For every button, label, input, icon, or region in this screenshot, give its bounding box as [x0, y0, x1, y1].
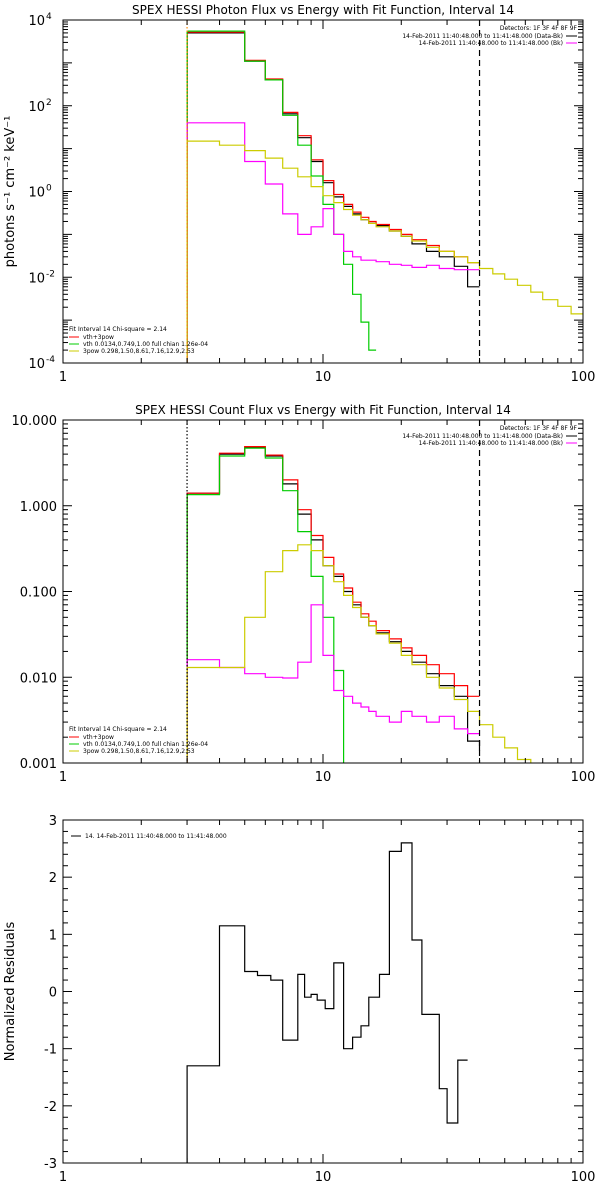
series-line-4 [186, 604, 480, 763]
detectors-label: Detectors: 1F 3F 4F 8F 9F [500, 25, 578, 32]
y-tick-label: -2 [44, 1100, 57, 1115]
series-line-2 [186, 446, 480, 763]
y-tick-label: -1 [44, 1043, 57, 1058]
series-group [186, 446, 532, 763]
y-tick-label: 10.000 [12, 414, 58, 429]
chart-title: SPEX HESSI Photon Flux vs Energy with Fi… [132, 3, 514, 17]
series-group [186, 842, 468, 1163]
series-line-4 [186, 122, 480, 363]
y-tick-label: 0.001 [20, 757, 57, 772]
y-tick-exponent: 0 [46, 184, 52, 194]
y-tick-label: 10 [28, 186, 45, 201]
legend-left-entry: vth+3pow [83, 334, 114, 341]
y-tick-label: 0.010 [20, 671, 57, 686]
series-line-2 [186, 31, 480, 363]
chart-1: SPEX HESSI Photon Flux vs Energy with Fi… [3, 3, 595, 385]
legend-right-entry: 14-Feb-2011 11:40:48.000 to 11:41:48.000… [402, 33, 563, 40]
chart-title: SPEX HESSI Count Flux vs Energy with Fit… [135, 403, 511, 417]
y-tick-label: 10 [28, 100, 45, 115]
series-line-5 [186, 544, 532, 763]
series-line-1 [186, 446, 481, 763]
series-line-5 [186, 140, 583, 363]
y-tick-label: 2 [49, 871, 57, 886]
x-tick-label: 10 [315, 770, 332, 785]
legend-right-entry: 14-Feb-2011 11:40:48.000 to 11:41:48.000… [419, 40, 563, 47]
y-tick-exponent: 2 [46, 98, 52, 108]
legend-right-entry: 14-Feb-2011 11:40:48.000 to 11:41:48.000… [402, 433, 563, 440]
plot-frame [62, 819, 584, 1164]
series-line-1 [186, 842, 468, 1163]
x-tick-label: 1 [59, 770, 67, 785]
y-tick-label: 1 [49, 928, 57, 943]
legend-left-entry: 14. 14-Feb-2011 11:40:48.000 to 11:41:48… [85, 833, 227, 840]
chart-2: SPEX HESSI Count Flux vs Energy with Fit… [12, 403, 596, 785]
y-tick-label: 0.100 [20, 586, 57, 601]
detectors-label: Detectors: 1F 3F 4F 8F 9F [500, 425, 578, 432]
y-tick-exponent: 4 [46, 12, 52, 22]
legend-right-entry: 14-Feb-2011 11:40:48.000 to 11:41:48.000… [419, 440, 563, 447]
x-tick-label: 10 [315, 1170, 332, 1185]
x-tick-label: 100 [571, 370, 596, 385]
y-tick-label: 3 [49, 814, 57, 829]
legend-left-entry: 3pow 0.298,1.50,8.61,7.16,12.9,2.53 [83, 748, 195, 755]
fit-interval-label: Fit Interval 14 Chi-square = 2.14 [69, 726, 167, 733]
x-tick-label: 1 [59, 1170, 67, 1185]
x-tick-label: 100 [571, 770, 596, 785]
y-tick-label: 10 [28, 271, 45, 286]
x-tick-label: 10 [315, 370, 332, 385]
series-line-3 [186, 30, 377, 363]
legend-left-entry: vth+3pow [83, 734, 114, 741]
legend-left-entry: vth 0.0134,0.749,1.00 full chian 1.26e-0… [83, 341, 208, 348]
series-line-3 [186, 447, 345, 763]
series-group [186, 30, 583, 363]
fit-interval-label: Fit Interval 14 Chi-square = 2.14 [69, 326, 167, 333]
y-axis-label: photons s⁻¹ cm⁻² keV⁻¹ [3, 116, 18, 268]
x-tick-label: 100 [571, 1170, 596, 1185]
y-tick-label: 10 [28, 357, 45, 372]
y-tick-exponent: -2 [46, 269, 55, 279]
y-tick-label: 1.000 [20, 500, 57, 515]
y-axis-label: Normalized Residuals [3, 922, 18, 1062]
y-tick-label: -3 [44, 1157, 57, 1172]
x-tick-label: 1 [59, 370, 67, 385]
y-tick-label: 10 [28, 14, 45, 29]
legend-left-entry: vth 0.0134,0.749,1.00 full chian 1.26e-0… [83, 741, 208, 748]
y-tick-label: 0 [49, 986, 57, 1001]
legend-left-entry: 3pow 0.298,1.50,8.61,7.16,12.9,2.53 [83, 348, 195, 355]
y-tick-exponent: -4 [46, 355, 55, 365]
